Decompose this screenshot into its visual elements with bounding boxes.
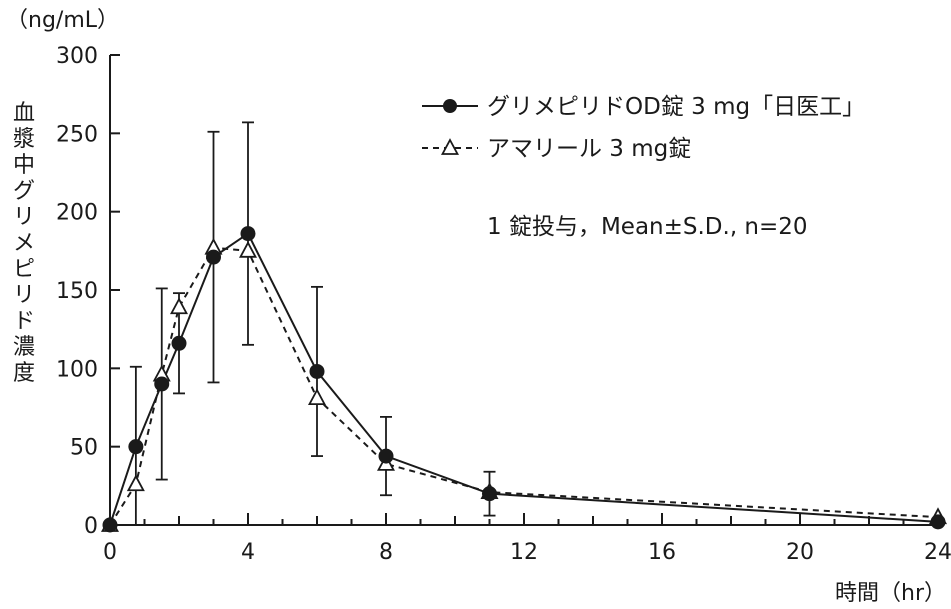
y-tick-label: 150 bbox=[56, 279, 98, 304]
y-axis-label-char: 濃 bbox=[13, 335, 35, 360]
y-axis-label-char: 中 bbox=[13, 153, 35, 178]
data-point-circle bbox=[309, 363, 325, 379]
y-tick-label: 250 bbox=[56, 122, 98, 147]
x-axis-label: 時間（hr） bbox=[835, 581, 946, 606]
legend-label-series-1: グリメピリドOD錠 3 mg「日医工」 bbox=[487, 94, 865, 120]
data-point-circle bbox=[378, 448, 394, 464]
data-point-triangle bbox=[238, 240, 258, 258]
series-line-1 bbox=[109, 232, 939, 526]
series-line-2 bbox=[109, 246, 939, 526]
data-point-triangle bbox=[307, 388, 327, 406]
data-point-circle bbox=[128, 439, 144, 455]
error-bars bbox=[129, 121, 496, 526]
legend-item-series-1: グリメピリドOD錠 3 mg「日医工」 bbox=[422, 94, 865, 120]
legend-item-series-2: アマリール 3 mg錠 bbox=[422, 136, 691, 162]
series-markers bbox=[100, 226, 948, 533]
y-ticks: 0 50 100 150 200 250 300 bbox=[56, 44, 120, 539]
x-tick-label: 16 bbox=[648, 540, 676, 565]
legend: グリメピリドOD錠 3 mg「日医工」 アマリール 3 mg錠 bbox=[422, 94, 865, 162]
annotation-text: 1 錠投与，Mean±S.D., n=20 bbox=[487, 214, 808, 240]
y-axis-label-char: 血 bbox=[13, 101, 35, 126]
legend-label-series-2: アマリール 3 mg錠 bbox=[487, 136, 691, 162]
x-tick-label: 20 bbox=[786, 540, 814, 565]
data-point-circle bbox=[206, 249, 221, 265]
y-axis-label: 血漿中グリメピリド濃度 bbox=[13, 101, 35, 386]
data-point-circle bbox=[102, 517, 118, 533]
y-tick-label: 100 bbox=[56, 357, 98, 382]
x-tick-label: 24 bbox=[924, 540, 951, 565]
y-tick-label: 0 bbox=[84, 514, 98, 539]
axes bbox=[109, 55, 938, 526]
y-axis-label-text: 血漿中グリメピリド濃度 bbox=[13, 101, 35, 386]
legend-marker-filled-circle bbox=[443, 99, 457, 113]
y-axis-label-char: メ bbox=[13, 231, 35, 256]
y-tick-label: 300 bbox=[56, 44, 98, 69]
y-axis-label-char: 漿 bbox=[13, 127, 35, 152]
series-lines bbox=[109, 232, 939, 526]
data-point-triangle bbox=[169, 297, 189, 315]
data-point-circle bbox=[930, 514, 946, 530]
data-point-circle bbox=[171, 335, 187, 351]
data-point-triangle bbox=[126, 474, 145, 492]
y-tick-label: 50 bbox=[70, 436, 98, 461]
y-tick-label: 200 bbox=[56, 201, 98, 226]
x-ticks: 0 4 8 12 16 20 24 bbox=[103, 513, 951, 565]
y-axis-label-char: 度 bbox=[13, 361, 35, 386]
y-axis-label-char: グ bbox=[13, 179, 35, 204]
y-axis-label-char: ド bbox=[13, 309, 35, 334]
x-tick-label: 0 bbox=[103, 540, 117, 565]
legend-marker-open-triangle bbox=[440, 138, 460, 155]
y-axis-label-char: リ bbox=[13, 283, 35, 308]
y-axis-label-char: リ bbox=[13, 205, 35, 230]
y-unit-label: （ng/mL） bbox=[6, 8, 119, 33]
data-point-circle bbox=[482, 486, 497, 502]
y-axis-label-char: ピ bbox=[13, 257, 35, 282]
x-tick-label: 12 bbox=[510, 540, 538, 565]
data-point-circle bbox=[240, 226, 256, 242]
x-tick-label: 4 bbox=[241, 540, 255, 565]
data-point-circle bbox=[154, 376, 170, 392]
x-tick-label: 8 bbox=[379, 540, 393, 565]
